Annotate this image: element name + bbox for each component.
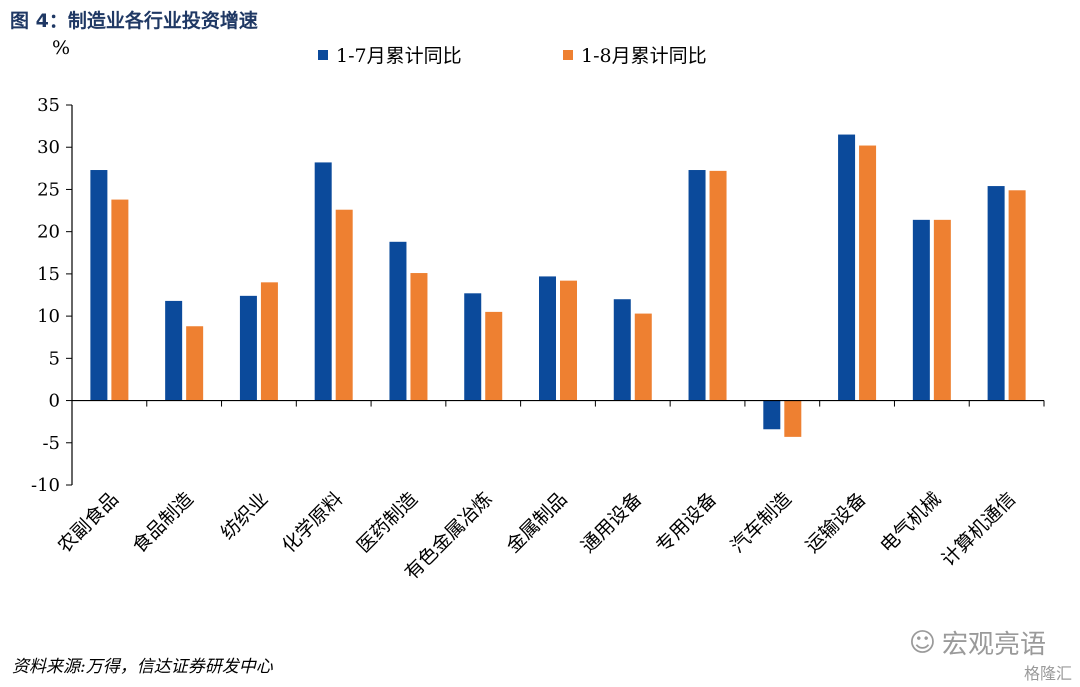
y-tick-label: -10: [31, 475, 60, 496]
bars: [90, 134, 1026, 437]
bar-series-1: [688, 170, 706, 401]
x-tick-label: 医药制造: [353, 488, 422, 557]
x-tick-label: 纺织业: [217, 488, 273, 544]
bar-series-2: [485, 311, 503, 401]
bar-series-2: [709, 170, 727, 401]
y-tick-label: -5: [42, 433, 60, 454]
legend-label-series-1: 1-7月累计同比: [336, 45, 462, 67]
x-tick-label: 计算机通信: [937, 488, 1020, 571]
bar-series-1: [838, 134, 856, 401]
bar-series-2: [859, 145, 877, 401]
source-note: 资料来源:万得，信达证券研发中心: [12, 657, 273, 677]
y-tick-label: 30: [37, 137, 60, 158]
legend-label-series-2: 1-8月累计同比: [581, 45, 707, 67]
y-tick-label: 5: [49, 348, 60, 369]
bar-chart: % 1-7月累计同比 1-8月累计同比 -10-505101520253035 …: [31, 37, 1045, 584]
bar-series-1: [90, 170, 108, 401]
y-tick-label: 15: [37, 264, 60, 285]
figure-title: 图 4：制造业各行业投资增速: [10, 10, 258, 32]
wechat-icon: ☺: [908, 627, 936, 658]
bar-series-1: [165, 300, 183, 401]
x-tick-label: 运输设备: [801, 488, 870, 557]
legend-swatch-series-1: [318, 50, 328, 60]
y-axis-unit: %: [52, 37, 70, 59]
legend-swatch-series-2: [563, 50, 573, 60]
bar-series-2: [335, 209, 353, 401]
bar-series-2: [111, 199, 129, 401]
bar-series-1: [539, 276, 556, 401]
y-tick-label: 10: [37, 306, 60, 327]
bar-series-2: [186, 326, 204, 401]
y-tick-label: 25: [37, 179, 60, 200]
x-tick-label: 化学原料: [278, 488, 347, 557]
bar-series-1: [763, 400, 781, 430]
bar-series-2: [560, 280, 577, 401]
y-tick-label: 20: [37, 222, 60, 243]
bar-series-1: [464, 293, 482, 401]
bar-series-1: [389, 241, 407, 401]
x-tick-label: 汽车制造: [727, 488, 796, 557]
x-tick-label: 电气机械: [876, 488, 945, 557]
x-tick-label: 食品制造: [128, 488, 197, 557]
bar-series-2: [410, 273, 428, 401]
bar-series-1: [314, 162, 332, 401]
x-tick-label: 专用设备: [652, 488, 721, 557]
bar-series-1: [239, 295, 257, 401]
x-tick-label: 通用设备: [577, 488, 646, 557]
bar-series-2: [1008, 190, 1026, 401]
watermark: ☺ 宏观亮语: [909, 624, 1046, 661]
bar-series-2: [260, 282, 278, 401]
legend: 1-7月累计同比 1-8月累计同比: [318, 45, 707, 67]
y-tick-label: 0: [49, 391, 60, 412]
y-tick-label: 35: [37, 95, 60, 116]
x-tick-label: 金属制品: [502, 488, 571, 557]
x-tick-label: 农副食品: [54, 488, 123, 557]
bar-series-1: [613, 299, 631, 401]
bar-series-1: [987, 186, 1005, 401]
y-axis: -10 -5 0 5 10 15 20 25 30 35: [31, 95, 73, 496]
watermark-text: 宏观亮语: [941, 630, 1046, 660]
bar-series-1: [912, 219, 930, 401]
bar-series-2: [634, 313, 652, 401]
watermark-secondary: 格隆汇: [1023, 664, 1072, 683]
bar-series-2: [933, 219, 951, 401]
bar-series-2: [784, 400, 802, 437]
